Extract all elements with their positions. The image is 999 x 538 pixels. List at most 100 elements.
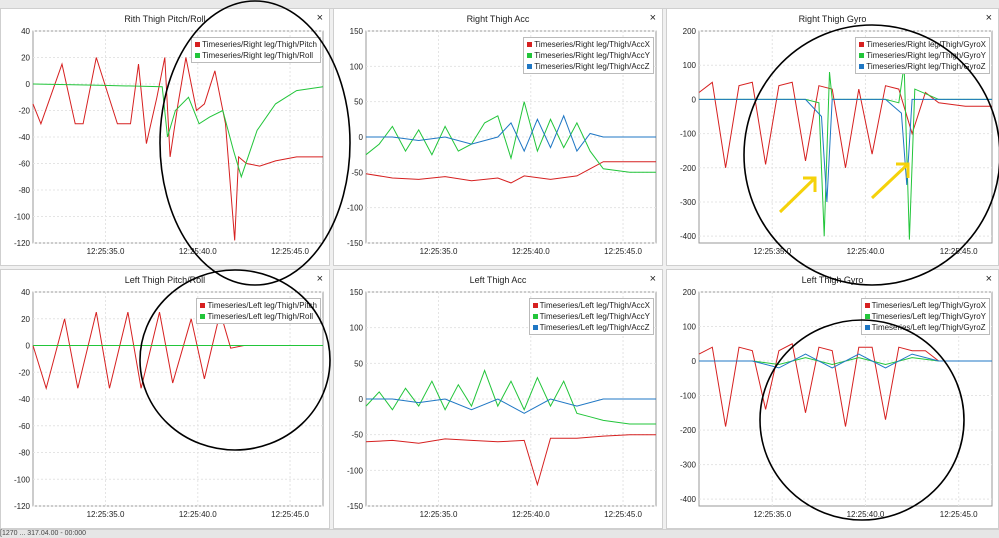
y-tick-label: -40 <box>18 133 30 142</box>
y-tick-label: 20 <box>21 54 30 63</box>
legend-label: Timeseries/Right leg/Thigh/Pitch <box>202 40 317 49</box>
legend-label: Timeseries/Right leg/Thigh/AccY <box>534 51 650 60</box>
y-tick-label: 0 <box>692 357 697 366</box>
y-tick-label: -300 <box>680 198 697 207</box>
close-icon[interactable]: × <box>649 273 656 285</box>
series-line-red <box>365 434 656 487</box>
y-tick-label: 0 <box>359 133 364 142</box>
chart-legend[interactable]: Timeseries/Left leg/Thigh/AccX Timeseries… <box>528 298 654 335</box>
y-tick-label: -300 <box>680 461 697 470</box>
y-tick-label: -150 <box>347 502 364 511</box>
legend-swatch <box>859 64 865 69</box>
legend-label: Timeseries/Right leg/Thigh/AccX <box>534 40 650 49</box>
close-icon[interactable]: × <box>985 12 992 24</box>
y-tick-label: -400 <box>680 232 697 241</box>
x-tick-label: 12:25:40.0 <box>512 510 550 519</box>
chart-title: Right Thigh Acc <box>466 14 530 24</box>
series-line-red <box>365 161 656 184</box>
chart-legend[interactable]: Timeseries/Right leg/Thigh/GyroX Timeseri… <box>855 37 990 74</box>
legend-item[interactable]: Timeseries/Right leg/Thigh/AccZ <box>527 61 650 72</box>
legend-swatch <box>859 53 865 58</box>
y-tick-label: -400 <box>680 495 697 504</box>
legend-label: Timeseries/Left leg/Thigh/GyroZ <box>871 323 986 332</box>
x-tick-label: 12:25:35.0 <box>420 247 458 256</box>
legend-swatch <box>532 314 538 319</box>
x-tick-label: 12:25:40.0 <box>847 247 885 256</box>
x-tick-label: 12:25:45.0 <box>271 247 309 256</box>
x-tick-label: 12:25:35.0 <box>87 247 125 256</box>
y-tick-label: -80 <box>18 449 30 458</box>
legend-item[interactable]: Timeseries/Left leg/Thigh/GyroY <box>864 311 986 322</box>
legend-swatch <box>532 325 538 330</box>
legend-item[interactable]: Timeseries/Left leg/Thigh/Roll <box>200 311 317 322</box>
chart-legend[interactable]: Timeseries/Left leg/Thigh/Pitch Timeserie… <box>196 298 321 324</box>
y-tick-label: 0 <box>359 395 364 404</box>
y-tick-label: -100 <box>680 392 697 401</box>
chart-title: Right Thigh Gyro <box>798 14 867 24</box>
chart-legend[interactable]: Timeseries/Right leg/Thigh/Pitch Timeseri… <box>191 37 321 63</box>
legend-label: Timeseries/Right leg/Thigh/AccZ <box>534 62 650 71</box>
y-tick-label: -20 <box>18 107 30 116</box>
chart-title: Left Thigh Acc <box>469 275 527 285</box>
legend-swatch <box>859 42 865 47</box>
y-tick-label: 100 <box>683 323 697 332</box>
legend-swatch <box>195 42 201 47</box>
status-text: [1270 ... 317.04.00 - 00:000 <box>0 530 87 537</box>
y-tick-label: 50 <box>354 359 363 368</box>
y-tick-label: -60 <box>18 422 30 431</box>
legend-item[interactable]: Timeseries/Left leg/Thigh/AccX <box>532 300 650 311</box>
y-tick-label: 20 <box>21 315 30 324</box>
x-tick-label: 12:25:45.0 <box>604 510 642 519</box>
legend-item[interactable]: Timeseries/Left leg/Thigh/GyroX <box>864 300 986 311</box>
y-tick-label: 200 <box>683 288 697 297</box>
y-tick-label: 150 <box>350 27 364 36</box>
x-tick-label: 12:25:35.0 <box>420 510 458 519</box>
legend-item[interactable]: Timeseries/Right leg/Thigh/GyroY <box>859 50 986 61</box>
legend-label: Timeseries/Left leg/Thigh/AccX <box>539 301 650 310</box>
y-tick-label: -50 <box>351 431 363 440</box>
legend-item[interactable]: Timeseries/Right leg/Thigh/GyroZ <box>859 61 986 72</box>
legend-item[interactable]: Timeseries/Right leg/Thigh/Roll <box>195 50 317 61</box>
legend-item[interactable]: Timeseries/Left leg/Thigh/AccZ <box>532 322 650 333</box>
legend-swatch <box>527 42 533 47</box>
legend-label: Timeseries/Left leg/Thigh/AccY <box>539 312 650 321</box>
legend-item[interactable]: Timeseries/Right leg/Thigh/AccX <box>527 39 650 50</box>
legend-swatch <box>527 53 533 58</box>
chart-panel: Rith Thigh Pitch/Roll × 40 20 0 -20 -40 -60 -80-… <box>0 8 330 266</box>
y-tick-label: 150 <box>350 288 364 297</box>
y-tick-label: 200 <box>683 27 697 36</box>
x-tick-label: 12:25:40.0 <box>179 247 217 256</box>
y-tick-label: -80 <box>18 186 30 195</box>
chart-legend[interactable]: Timeseries/Left leg/Thigh/GyroX Timeserie… <box>860 298 990 335</box>
legend-label: Timeseries/Left leg/Thigh/Roll <box>207 312 313 321</box>
y-tick-label: -200 <box>680 426 697 435</box>
y-tick-label: 0 <box>26 342 31 351</box>
legend-item[interactable]: Timeseries/Left leg/Thigh/GyroZ <box>864 322 986 333</box>
legend-item[interactable]: Timeseries/Left leg/Thigh/AccY <box>532 311 650 322</box>
legend-label: Timeseries/Right leg/Thigh/Roll <box>202 51 313 60</box>
y-tick-label: 40 <box>21 27 30 36</box>
legend-item[interactable]: Timeseries/Right leg/Thigh/Pitch <box>195 39 317 50</box>
legend-swatch <box>195 53 201 58</box>
legend-label: Timeseries/Left leg/Thigh/GyroY <box>871 312 986 321</box>
y-tick-label: -40 <box>18 395 30 404</box>
y-tick-label: 100 <box>350 62 364 71</box>
legend-item[interactable]: Timeseries/Right leg/Thigh/GyroX <box>859 39 986 50</box>
legend-label: Timeseries/Right leg/Thigh/GyroX <box>866 40 986 49</box>
legend-swatch <box>864 314 870 319</box>
y-tick-label: -120 <box>14 239 31 248</box>
y-tick-label: 100 <box>683 61 697 70</box>
legend-item[interactable]: Timeseries/Left leg/Thigh/Pitch <box>200 300 317 311</box>
y-tick-label: -200 <box>680 164 697 173</box>
legend-swatch <box>200 314 206 319</box>
x-tick-label: 12:25:45.0 <box>940 247 978 256</box>
x-tick-label: 12:25:40.0 <box>179 510 217 519</box>
legend-swatch <box>532 303 538 308</box>
y-tick-label: -100 <box>347 466 364 475</box>
x-tick-label: 12:25:40.0 <box>847 510 885 519</box>
legend-item[interactable]: Timeseries/Right leg/Thigh/AccY <box>527 50 650 61</box>
legend-swatch <box>527 64 533 69</box>
close-icon[interactable]: × <box>649 12 656 24</box>
chart-legend[interactable]: Timeseries/Right leg/Thigh/AccX Timeserie… <box>523 37 654 74</box>
y-tick-label: -100 <box>347 204 364 213</box>
